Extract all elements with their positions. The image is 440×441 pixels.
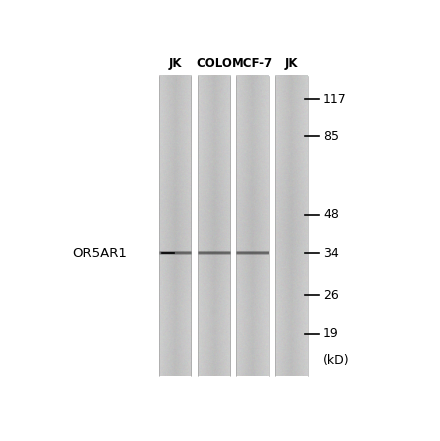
Text: MCF-7: MCF-7	[232, 57, 273, 70]
Text: 34: 34	[323, 247, 339, 260]
Text: JK: JK	[169, 57, 182, 70]
Text: 19: 19	[323, 328, 339, 340]
Text: (kD): (kD)	[323, 355, 350, 367]
Text: COLO: COLO	[196, 57, 232, 70]
Text: 26: 26	[323, 289, 339, 302]
Text: 48: 48	[323, 208, 339, 221]
Text: JK: JK	[285, 57, 298, 70]
Text: 117: 117	[323, 93, 347, 106]
Text: 85: 85	[323, 130, 339, 142]
Text: OR5AR1: OR5AR1	[72, 247, 127, 260]
